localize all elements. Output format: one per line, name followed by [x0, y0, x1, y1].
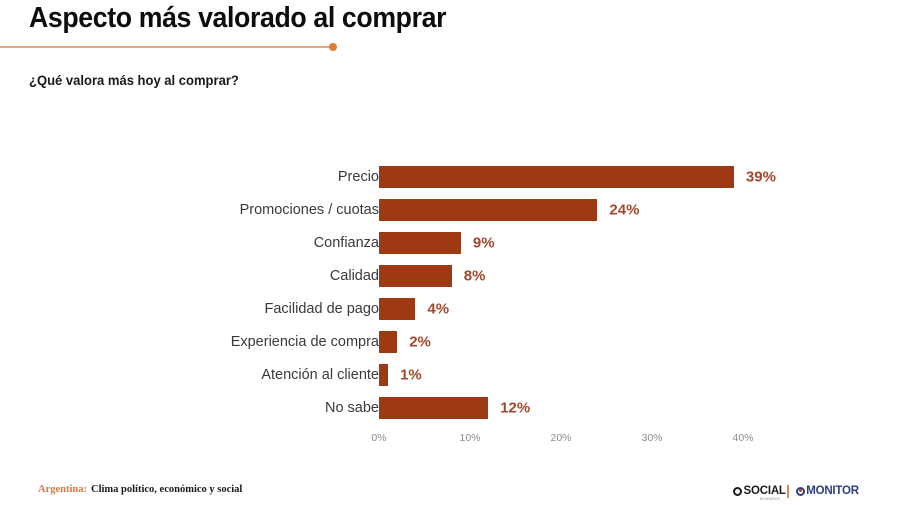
x-axis-tick: 20% [550, 432, 572, 444]
x-axis-tick: 10% [459, 432, 481, 444]
bar-track: 9% [379, 231, 839, 254]
bar-value-label: 8% [463, 267, 486, 284]
bar-value-label: 1% [400, 366, 422, 383]
bar-fill [379, 264, 452, 287]
bar-fill [379, 231, 461, 254]
bar-category-label: Precio [337, 168, 379, 185]
bar-value-label: 9% [472, 234, 495, 251]
bar-row: Precio 39% [0, 160, 900, 193]
bar-category-label: Calidad [329, 267, 379, 284]
footer-note: Argentina: Clima político, económico y so… [38, 484, 242, 495]
bar-category-label: No sabe [324, 399, 379, 416]
logo-monitor: MONITOR [795, 485, 859, 497]
bar-track: 8% [379, 264, 839, 287]
logo-social-sub: RESEARCH [759, 497, 781, 501]
bar-category-label: Atención al cliente [261, 366, 379, 383]
bar-value-label: 39% [745, 168, 776, 185]
bar-track: 4% [379, 297, 839, 320]
x-axis-tick: 0% [371, 432, 387, 444]
bar-fill [379, 396, 489, 419]
bar-row: Calidad 8% [0, 259, 900, 292]
logo-social: SOCIAL RESEARCH [733, 485, 786, 501]
logo-divider [787, 484, 789, 498]
x-axis: 0% 10% 20% 30% 40% [0, 432, 900, 448]
bar-track: 39% [379, 165, 839, 188]
logo-social-word: SOCIAL [743, 485, 786, 497]
bar-row: Atención al cliente 1% [0, 358, 900, 391]
bar-fill [379, 330, 398, 353]
bar-row: Promociones / cuotas 24% [0, 193, 900, 226]
bar-category-label: Experiencia de compra [230, 333, 379, 350]
bar-value-label: 24% [609, 201, 640, 218]
footer-note-text: Clima político, económico y social [91, 484, 243, 495]
bar-value-label: 4% [427, 300, 450, 317]
bar-row: No sabe 12% [0, 391, 900, 424]
logo-monitor-word: MONITOR [806, 485, 859, 497]
bar-row: Experiencia de compra 2% [0, 325, 900, 358]
bar-row: Facilidad de pago 4% [0, 292, 900, 325]
bar-fill [379, 198, 598, 221]
bar-value-label: 2% [409, 333, 431, 350]
bar-fill [379, 297, 416, 320]
x-axis-tick: 40% [732, 432, 754, 444]
x-axis-tick: 30% [641, 432, 663, 444]
page-title: Aspecto más valorado al comprar [29, 2, 447, 34]
brand-logos: SOCIAL RESEARCH MONITOR [733, 483, 859, 501]
accent-dot-icon [329, 43, 337, 51]
bar-row: Confianza 9% [0, 226, 900, 259]
bar-track: 12% [379, 396, 839, 419]
circle-blue-icon [795, 486, 805, 496]
accent-divider [0, 46, 332, 48]
bar-chart: Precio 39% Promociones / cuotas 24% Confianz… [0, 160, 900, 450]
bar-track: 24% [379, 198, 839, 221]
chart-subtitle: ¿Qué valora más hoy al comprar? [29, 72, 239, 88]
bar-track: 2% [379, 330, 839, 353]
bar-track: 1% [379, 363, 839, 386]
bar-fill [379, 165, 734, 188]
footer-country-label: Argentina: [38, 484, 87, 495]
bar-category-label: Promociones / cuotas [239, 201, 379, 218]
bar-fill [379, 363, 389, 386]
bar-category-label: Facilidad de pago [264, 300, 379, 317]
circle-dark-icon [733, 486, 742, 496]
bar-category-label: Confianza [313, 234, 379, 251]
bar-value-label: 12% [500, 399, 531, 416]
